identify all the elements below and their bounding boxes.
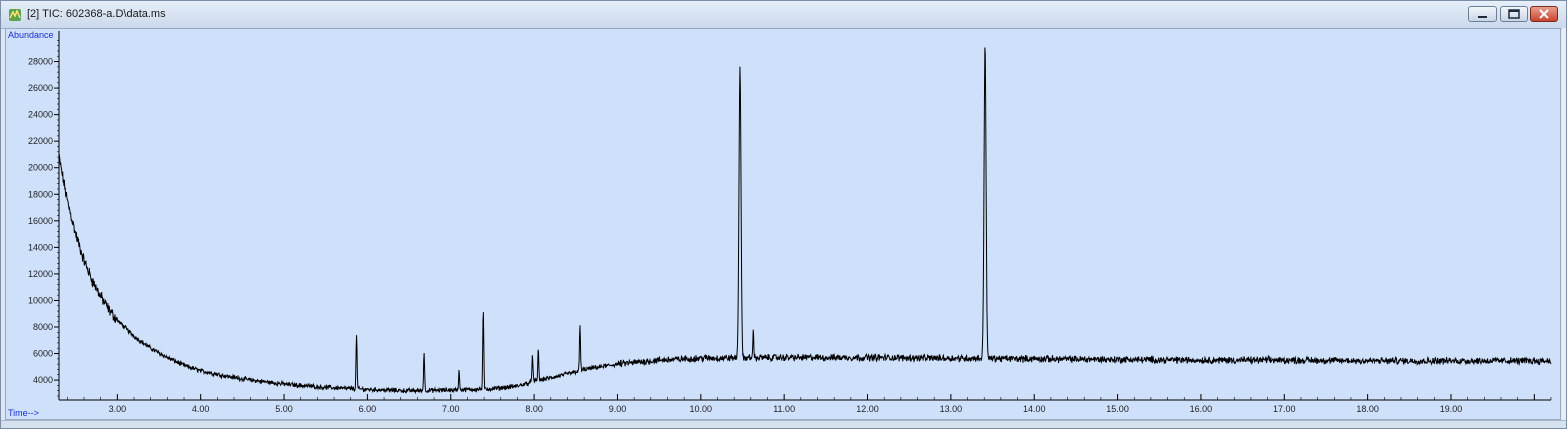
y-axis: 4000 6000 8000 10000 12000 14000 16000 18000 200… (28, 31, 60, 400)
y-tick-label: 4000 (33, 375, 53, 385)
y-tick-label: 18000 (28, 189, 53, 199)
x-tick-label: 3.00 (109, 404, 127, 414)
close-icon (1539, 9, 1549, 19)
y-tick-label: 26000 (28, 83, 53, 93)
y-tick-label: 22000 (28, 136, 53, 146)
tic-signal-line (58, 47, 1552, 395)
x-tick-label: 10.00 (690, 404, 713, 414)
y-tick-label: 20000 (28, 163, 53, 173)
chromatogram-app-icon (9, 9, 21, 21)
y-tick-label: 8000 (33, 322, 53, 332)
chromatogram-plot-area[interactable]: 4000 6000 8000 10000 12000 14000 16000 18000 200… (5, 28, 1561, 420)
y-tick-label: 16000 (28, 216, 53, 226)
x-tick-label: 8.00 (525, 404, 543, 414)
tic-chromatogram-chart[interactable]: 4000 6000 8000 10000 12000 14000 16000 18000 200… (6, 29, 1560, 419)
x-tick-label: 4.00 (192, 404, 210, 414)
minimize-icon (1478, 16, 1487, 18)
x-axis-title: Time--> (8, 408, 39, 418)
x-tick-label: 11.00 (773, 404, 795, 414)
x-tick-label: 19.00 (1440, 404, 1463, 414)
y-tick-label: 14000 (28, 242, 53, 252)
x-tick-label: 17.00 (1273, 404, 1296, 414)
bottom-status-strip (1, 420, 1566, 428)
x-tick-label: 5.00 (275, 404, 293, 414)
maximize-button[interactable] (1500, 6, 1528, 22)
maximize-icon (1508, 9, 1520, 19)
right-edge-strip (1562, 28, 1566, 420)
title-bar[interactable]: [2] TIC: 602368-a.D\data.ms (1, 1, 1566, 29)
y-axis-title: Abundance (8, 30, 54, 40)
y-tick-label: 6000 (33, 349, 53, 359)
x-tick-label: 9.00 (609, 404, 627, 414)
x-tick-label: 13.00 (940, 404, 963, 414)
minimize-button[interactable] (1468, 6, 1497, 22)
y-tick-label: 10000 (28, 295, 53, 305)
x-tick-label: 6.00 (359, 404, 377, 414)
y-tick-label: 28000 (28, 57, 53, 67)
window-title: [2] TIC: 602368-a.D\data.ms (27, 8, 166, 20)
x-tick-label: 14.00 (1023, 404, 1046, 414)
x-tick-label: 16.00 (1190, 404, 1213, 414)
close-button[interactable] (1530, 6, 1558, 22)
x-tick-label: 7.00 (442, 404, 460, 414)
y-tick-label: 24000 (28, 110, 53, 120)
y-tick-label: 12000 (28, 269, 53, 279)
x-axis: 3.00 4.00 5.00 6.00 7.00 8.00 9.00 10.00 11.00 12… (59, 394, 1552, 414)
x-tick-label: 12.00 (856, 404, 879, 414)
x-tick-label: 15.00 (1106, 404, 1129, 414)
x-tick-label: 18.00 (1356, 404, 1379, 414)
